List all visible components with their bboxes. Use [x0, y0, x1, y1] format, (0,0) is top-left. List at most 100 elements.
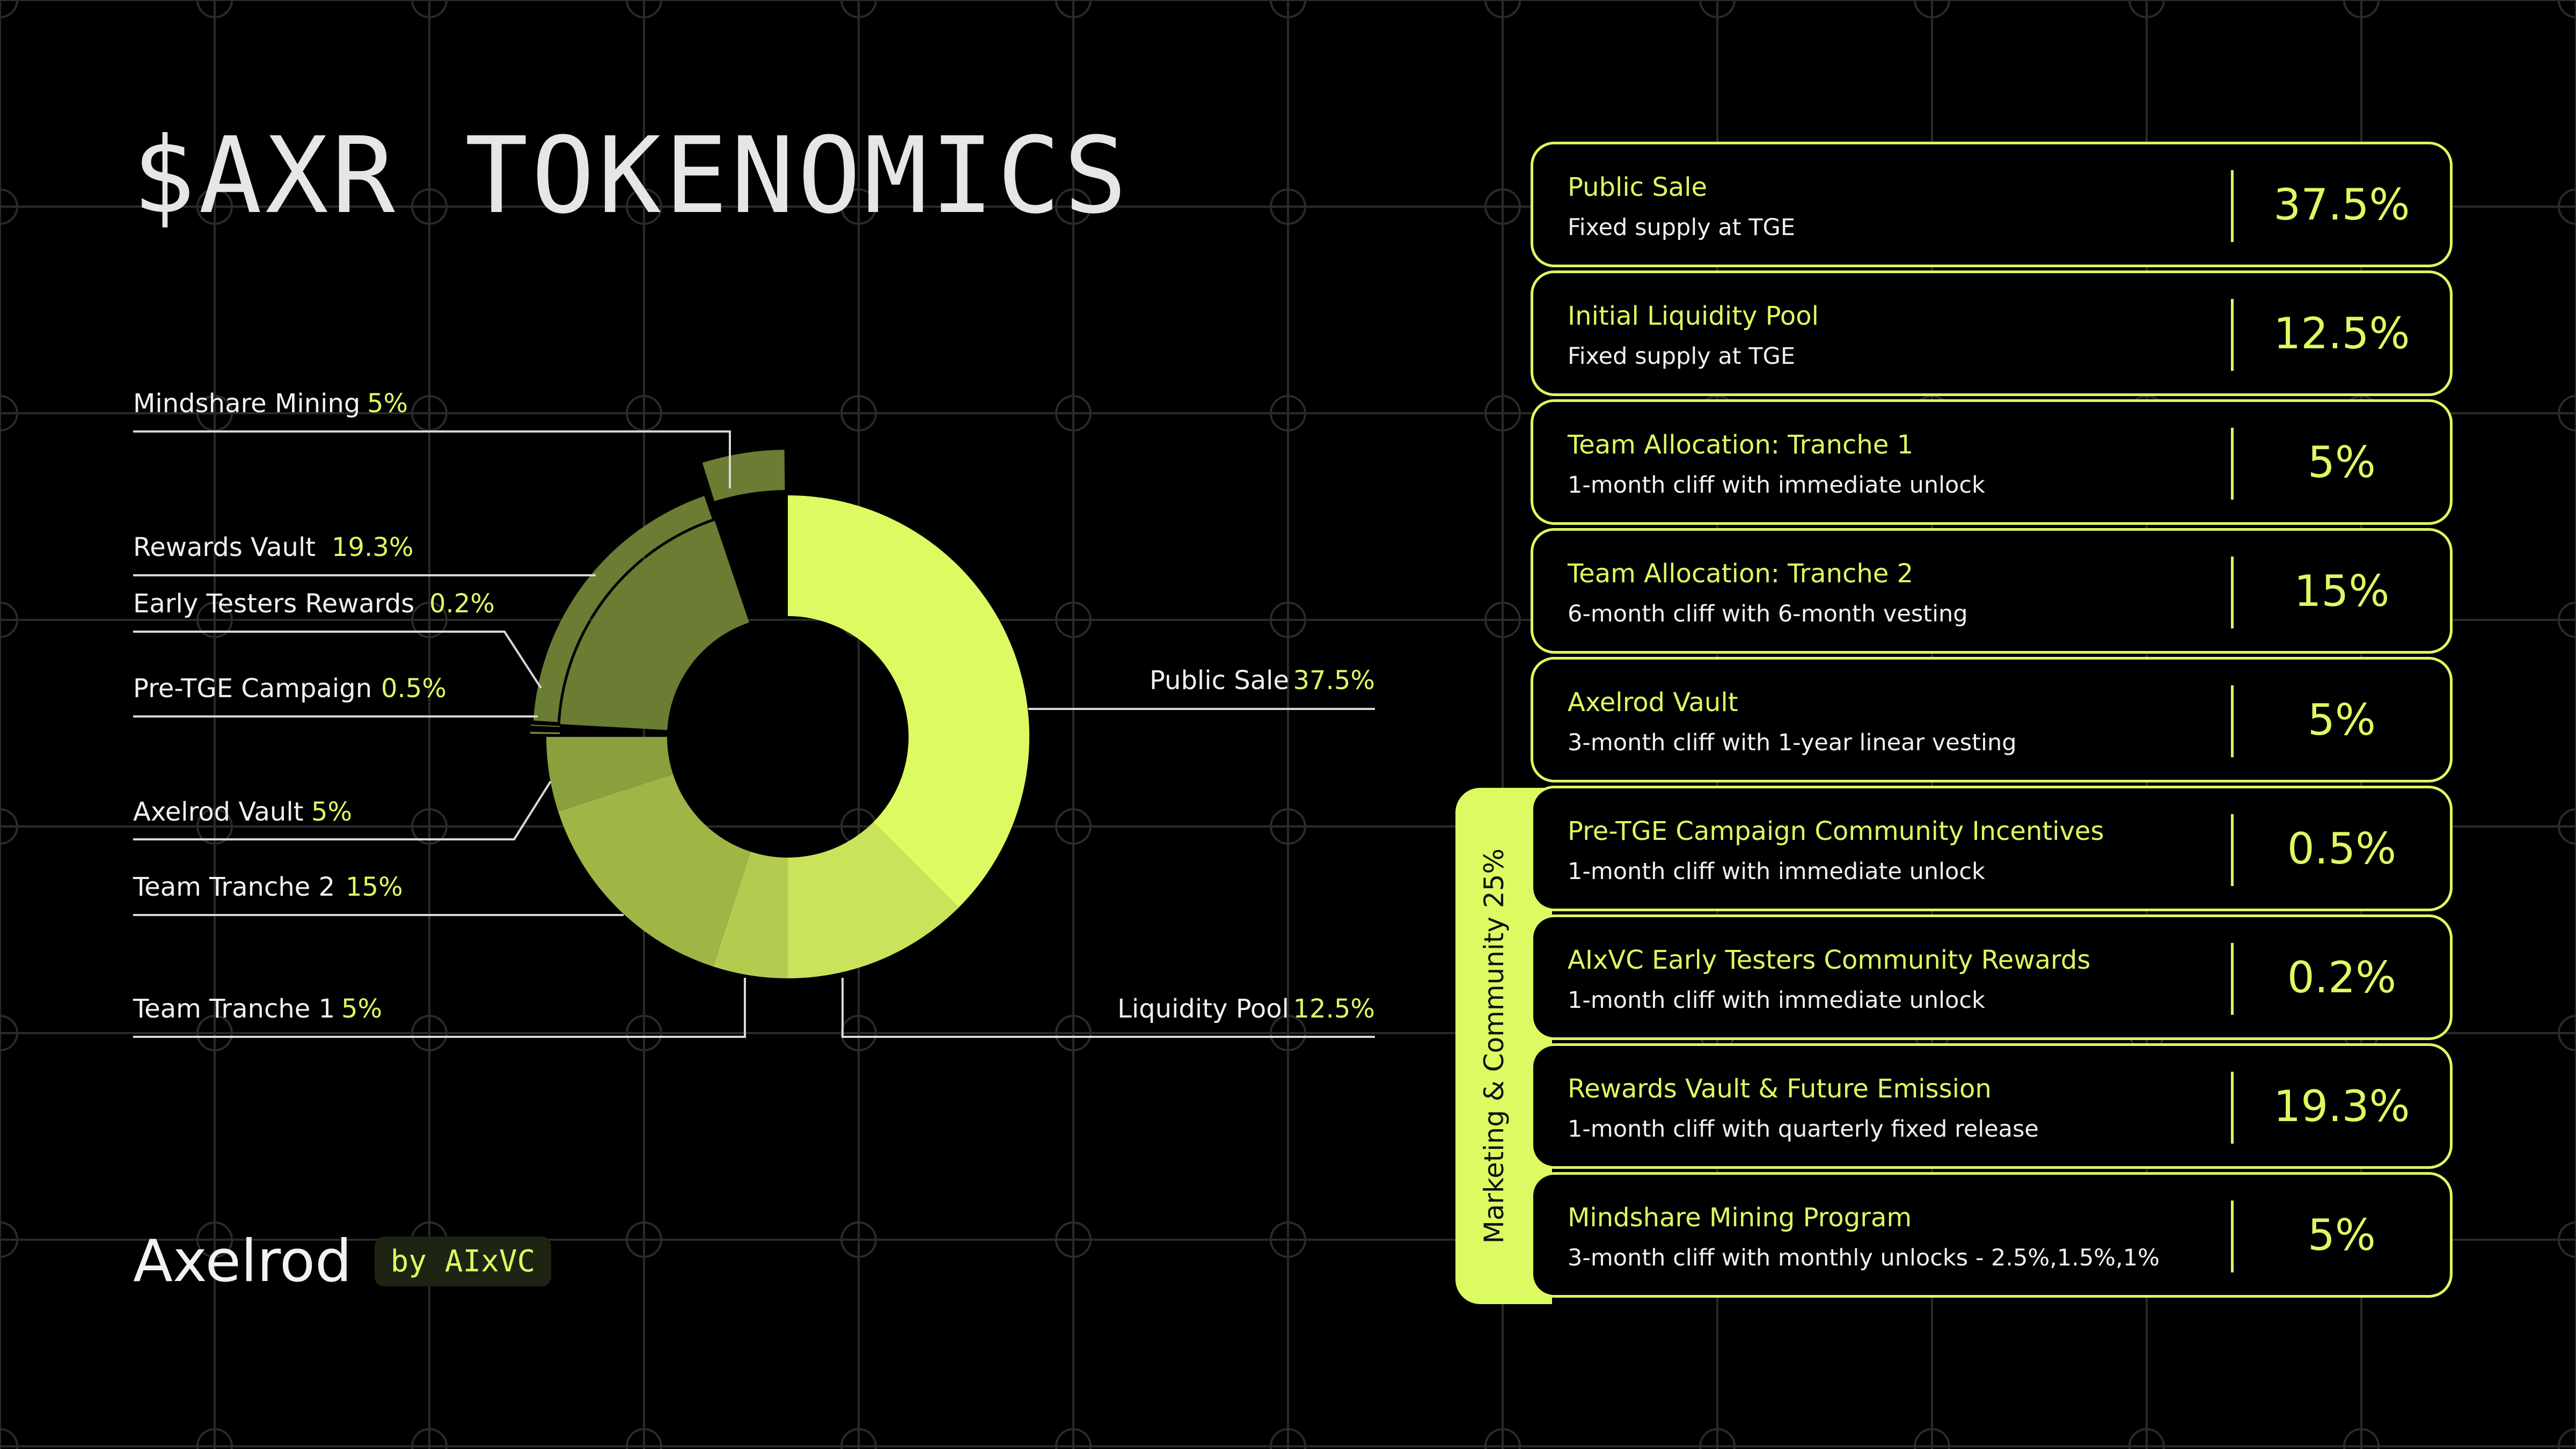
grid-marker [1270, 395, 1306, 431]
grid-marker [626, 1428, 662, 1449]
grid-marker [1270, 1428, 1306, 1449]
leader-liquidity-pool [841, 978, 1375, 1038]
pct-public-sale: 37.5% [1293, 665, 1375, 696]
pct-rewards-vault: 19.3% [332, 532, 413, 562]
label-mindshare-mining: Mindshare Mining [133, 389, 360, 419]
grid-marker [411, 188, 448, 225]
grid-marker [2343, 0, 2380, 18]
brand-footer: Axelrod by AIxVC [133, 1228, 552, 1295]
grid-marker [1055, 0, 1092, 18]
grid-marker [2128, 1428, 2165, 1449]
allocation-pct: 5% [2308, 694, 2376, 745]
row-divider [2231, 814, 2234, 886]
label-public-sale: Public Sale [1150, 665, 1289, 696]
grid-marker [1270, 1015, 1306, 1051]
allocation-pct: 5% [2308, 437, 2376, 487]
grid-marker [2558, 188, 2576, 225]
grid-marker [0, 395, 18, 431]
allocation-name: Team Allocation: Tranche 2 [1568, 559, 1914, 589]
grid-marker [0, 1221, 18, 1258]
allocation-pct: 0.2% [2287, 952, 2397, 1002]
allocation-pct: 12.5% [2273, 308, 2410, 358]
grid-marker [411, 1428, 448, 1449]
grid-marker [411, 0, 448, 18]
grid-marker [1055, 1221, 1092, 1258]
grid-marker [626, 0, 662, 18]
allocation-name: Team Allocation: Tranche 1 [1568, 430, 1914, 460]
grid-marker [840, 0, 877, 18]
leader-lines [133, 430, 1375, 1038]
row-divider [2231, 685, 2234, 757]
brand-name: Axelrod [133, 1228, 352, 1295]
slice-liquidity-pool [788, 822, 959, 978]
allocation-row-team-tranche-1: Team Allocation: Tranche 1 1-month cliff… [1531, 399, 2453, 525]
allocation-name: Axelrod Vault [1568, 687, 1738, 718]
row-divider [2231, 943, 2234, 1015]
brand-badge: by AIxVC [374, 1236, 552, 1286]
grid-marker [1270, 602, 1306, 638]
grid-marker [0, 188, 18, 225]
allocation-desc: 1-month cliff with immediate unlock [1568, 987, 1985, 1014]
allocation-name: Initial Liquidity Pool [1568, 301, 1819, 331]
grid-marker [2558, 1221, 2576, 1258]
allocation-row-initial-liquidity-pool: Initial Liquidity Pool Fixed supply at T… [1531, 270, 2453, 396]
label-liquidity-pool: Liquidity Pool [1117, 994, 1289, 1024]
allocation-desc: 1-month cliff with quarterly fixed relea… [1568, 1116, 2039, 1143]
grid-marker [840, 188, 877, 225]
grid-marker [1484, 395, 1521, 431]
allocation-desc: 3-month cliff with 1-year linear vesting [1568, 729, 2017, 756]
page-title: $AXR TOKENOMICS [132, 115, 1131, 237]
allocation-row-team-tranche-2: Team Allocation: Tranche 2 6-month cliff… [1531, 528, 2453, 654]
slice-team-tranche-1 [713, 851, 788, 978]
allocation-desc: 1-month cliff with immediate unlock [1568, 858, 1985, 885]
grid-marker [411, 1015, 448, 1051]
grid-marker [1055, 395, 1092, 431]
row-divider [2231, 1072, 2234, 1144]
row-divider [2231, 428, 2234, 500]
pct-axelrod-vault: 5% [311, 797, 352, 827]
grid-marker [411, 808, 448, 845]
grid-marker [1055, 1428, 1092, 1449]
allocation-row-public-sale: Public Sale Fixed supply at TGE 37.5% [1531, 142, 2453, 267]
grid-marker [626, 1015, 662, 1051]
pct-team-tranche-2: 15% [346, 872, 403, 902]
label-early-testers-rewards: Early Testers Rewards [133, 589, 414, 619]
grid-marker [2128, 0, 2165, 18]
grid-marker [1055, 602, 1092, 638]
pct-early-testers-rewards: 0.2% [429, 589, 495, 619]
row-divider [2231, 557, 2234, 628]
slice-rewards-vault [560, 521, 749, 730]
allocation-pct: 19.3% [2273, 1081, 2410, 1131]
pct-team-tranche-1: 5% [341, 994, 382, 1024]
grid-marker [196, 0, 233, 18]
slice-public-sale [788, 495, 1029, 908]
grid-marker [2558, 602, 2576, 638]
grid-marker [1055, 808, 1092, 845]
grid-marker [1699, 0, 1736, 18]
grid-marker [0, 808, 18, 845]
grid-marker [411, 602, 448, 638]
allocation-desc: Fixed supply at TGE [1568, 214, 1796, 241]
grid-marker [840, 395, 877, 431]
row-divider [2231, 299, 2234, 371]
grid-marker [1270, 808, 1306, 845]
row-divider [2231, 170, 2234, 242]
allocation-row-pre-tge-campaign: Pre-TGE Campaign Community Incentives 1-… [1531, 786, 2453, 911]
grid-marker [1914, 0, 1950, 18]
allocation-name: AIxVC Early Testers Community Rewards [1568, 945, 2091, 975]
grid-marker [1484, 0, 1521, 18]
allocation-pct: 0.5% [2287, 823, 2397, 874]
grid-marker [196, 1428, 233, 1449]
grid-marker [196, 808, 233, 845]
grid-marker [1055, 188, 1092, 225]
group-label-text: Marketing & Community 25% [1479, 848, 1510, 1244]
leader-early-testers-rewards [133, 631, 542, 689]
grid-marker [0, 1428, 18, 1449]
allocation-row-early-testers: AIxVC Early Testers Community Rewards 1-… [1531, 914, 2453, 1040]
grid-marker [1484, 602, 1521, 638]
allocation-pct: 15% [2294, 566, 2390, 616]
allocation-name: Rewards Vault & Future Emission [1568, 1074, 1992, 1104]
grid-marker [840, 1221, 877, 1258]
pct-mindshare-mining: 5% [367, 389, 408, 419]
